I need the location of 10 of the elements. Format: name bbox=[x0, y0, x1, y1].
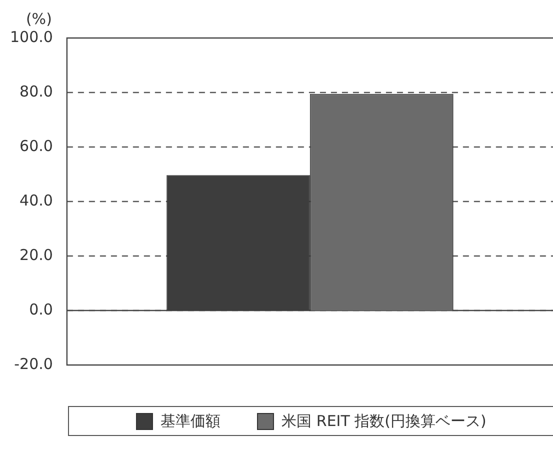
legend-label: 基準価額 bbox=[160, 412, 221, 430]
y-tick-label: 20.0 bbox=[20, 246, 53, 264]
y-tick-label: 60.0 bbox=[20, 136, 53, 155]
legend-label: 米国 REIT 指数(円換算ベース) bbox=[282, 412, 486, 430]
y-axis-title: (%) bbox=[26, 10, 52, 28]
y-tick-label: -20.0 bbox=[14, 354, 53, 373]
y-tick-label: 80.0 bbox=[20, 82, 53, 100]
y-tick-label: 100.0 bbox=[10, 28, 53, 46]
y-tick-label: 40.0 bbox=[20, 191, 53, 210]
y-tick-label: 0.0 bbox=[29, 300, 53, 318]
